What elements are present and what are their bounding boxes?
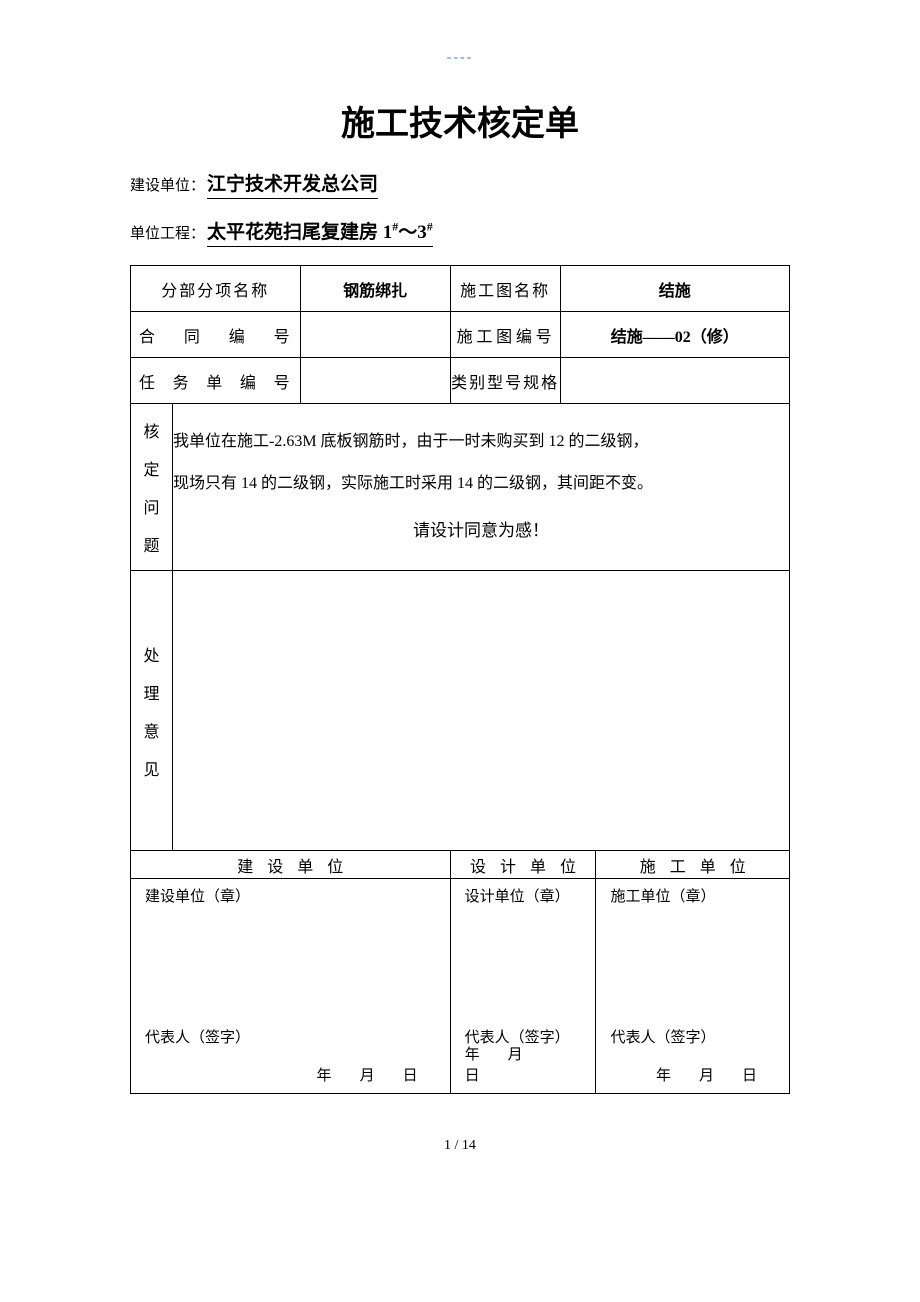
meta-construction-unit: 建设单位： 江宁技术开发总公司 bbox=[130, 169, 790, 199]
sig-header-1: 设计单位 bbox=[450, 851, 596, 879]
project-value-prefix: 太平花苑扫尾复建房 1 bbox=[207, 222, 392, 243]
sig-date-d-2: 日 bbox=[742, 1068, 757, 1084]
opinion-label: 处 理 意 见 bbox=[131, 571, 173, 851]
r3c1-label: 任 务 单 编 号 bbox=[131, 358, 301, 404]
issue-content: 我单位在施工-2.63M 底板钢筋时，由于一时未购买到 12 的二级钢， 现场只… bbox=[173, 404, 790, 571]
table-row: 任 务 单 编 号 类别型号规格 bbox=[131, 358, 790, 404]
sig-date-d-0: 日 bbox=[403, 1068, 418, 1084]
sig-date-m-1: 月 bbox=[508, 1047, 523, 1063]
project-value-mid: ～3 bbox=[398, 222, 427, 243]
opinion-content bbox=[173, 571, 790, 851]
sig-header-0: 建设单位 bbox=[131, 851, 451, 879]
r2c1-value bbox=[300, 312, 450, 358]
sig-header-2-text: 施工单位 bbox=[626, 859, 760, 876]
r3c1-value bbox=[300, 358, 450, 404]
r2c2-label: 施工图编号 bbox=[450, 312, 560, 358]
r2c1-label: 合 同 编 号 bbox=[131, 312, 301, 358]
sig-header-0-text: 建设单位 bbox=[223, 859, 357, 876]
issue-label: 核 定 问 题 bbox=[131, 404, 173, 571]
issue-row: 核 定 问 题 我单位在施工-2.63M 底板钢筋时，由于一时未购买到 12 的… bbox=[131, 404, 790, 571]
sig-body-1: 设计单位（章） 代表人（签字） 年月日 bbox=[450, 879, 596, 1094]
sig-body-0: 建设单位（章） 代表人（签字） 年 月 日 bbox=[131, 879, 451, 1094]
opinion-ch-3: 见 bbox=[131, 756, 172, 780]
sig-date-1: 年 月日 bbox=[451, 1043, 578, 1085]
r1c2-value: 结施 bbox=[560, 266, 789, 312]
sig-header-2: 施工单位 bbox=[596, 851, 790, 879]
r2c2-value: 结施——02（修） bbox=[560, 312, 789, 358]
project-sup2: # bbox=[427, 220, 433, 234]
sig-date-0: 年月日 bbox=[303, 1064, 432, 1085]
issue-ch-1: 定 bbox=[131, 456, 172, 480]
sig-header-1-text: 设计单位 bbox=[456, 859, 590, 876]
sig-date-y-0: 年 bbox=[317, 1068, 332, 1084]
issue-line2: 现场只有 14 的二级钢，实际施工时采用 14 的二级钢，其间距不变。 bbox=[173, 463, 789, 505]
opinion-ch-2: 意 bbox=[131, 718, 172, 742]
project-label: 单位工程： bbox=[130, 222, 205, 243]
main-table: 分部分项名称 钢筋绑扎 施工图名称 结施 合 同 编 号 施工图编号 结施——0… bbox=[130, 265, 790, 1094]
sig-rep-0: 代表人（签字） bbox=[145, 1026, 250, 1047]
sig-date-2: 年月日 bbox=[642, 1064, 771, 1085]
sig-date-y-1: 年 bbox=[465, 1047, 480, 1063]
r3c2-value bbox=[560, 358, 789, 404]
sig-header-row: 建设单位 设计单位 施工单位 bbox=[131, 851, 790, 879]
sig-body-row: 建设单位（章） 代表人（签字） 年月日 设计单位（章） 代表人（签字） 年月日 bbox=[131, 879, 790, 1094]
sig-seal-0: 建设单位（章） bbox=[145, 885, 250, 906]
issue-line1: 我单位在施工-2.63M 底板钢筋时，由于一时未购买到 12 的二级钢， bbox=[173, 421, 789, 463]
opinion-row: 处 理 意 见 bbox=[131, 571, 790, 851]
document-title: 施工技术核定单 bbox=[130, 96, 790, 145]
r1c2-label: 施工图名称 bbox=[450, 266, 560, 312]
sig-body-2: 施工单位（章） 代表人（签字） 年 月 日 bbox=[596, 879, 790, 1094]
page-number: 1 / 14 bbox=[130, 1138, 790, 1154]
opinion-ch-1: 理 bbox=[131, 680, 172, 704]
project-value: 太平花苑扫尾复建房 1#～3# bbox=[207, 217, 433, 247]
table-row: 分部分项名称 钢筋绑扎 施工图名称 结施 bbox=[131, 266, 790, 312]
issue-ch-0: 核 bbox=[131, 418, 172, 442]
sig-seal-2: 施工单位（章） bbox=[610, 885, 715, 906]
construction-unit-label: 建设单位： bbox=[130, 174, 205, 195]
opinion-ch-0: 处 bbox=[131, 642, 172, 666]
construction-unit-value: 江宁技术开发总公司 bbox=[207, 169, 378, 199]
meta-project: 单位工程： 太平花苑扫尾复建房 1#～3# bbox=[130, 217, 790, 247]
issue-center: 请设计同意为感！ bbox=[173, 509, 789, 553]
issue-ch-2: 问 bbox=[131, 494, 172, 518]
issue-ch-3: 题 bbox=[131, 532, 172, 556]
r3c2-label: 类别型号规格 bbox=[450, 358, 560, 404]
sig-date-d-1: 日 bbox=[465, 1068, 480, 1084]
sig-date-m-2: 月 bbox=[699, 1068, 714, 1084]
sig-date-m-0: 月 bbox=[360, 1068, 375, 1084]
sig-seal-1: 设计单位（章） bbox=[465, 885, 570, 906]
r1c1-label: 分部分项名称 bbox=[131, 266, 301, 312]
r1c1-value: 钢筋绑扎 bbox=[300, 266, 450, 312]
sig-rep-2: 代表人（签字） bbox=[610, 1026, 715, 1047]
table-row: 合 同 编 号 施工图编号 结施——02（修） bbox=[131, 312, 790, 358]
header-dashes: ---- bbox=[130, 50, 790, 66]
sig-date-y-2: 年 bbox=[656, 1068, 671, 1084]
